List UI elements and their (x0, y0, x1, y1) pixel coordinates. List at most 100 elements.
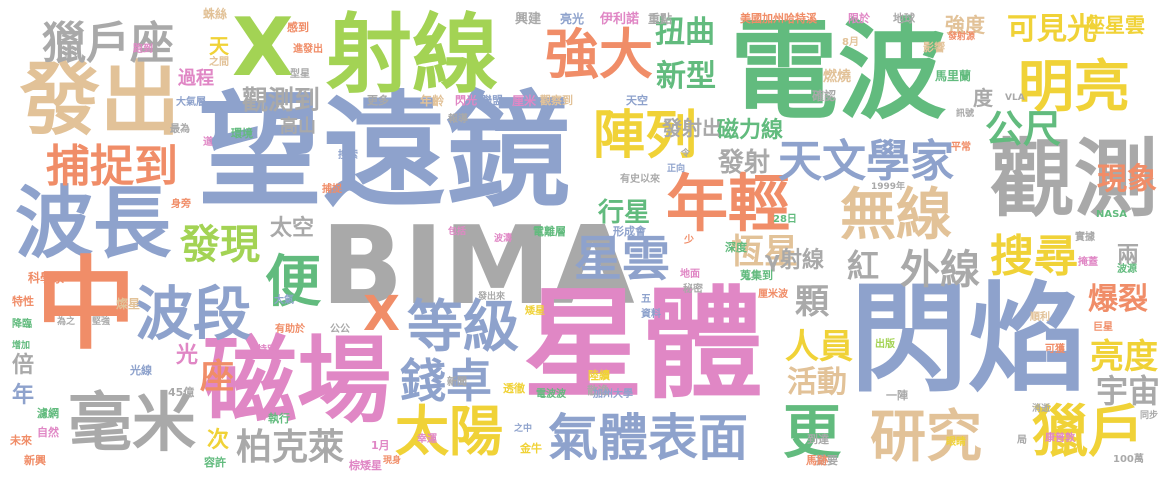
word: 掩蓋 (1078, 257, 1098, 268)
word: 發出來 (478, 292, 506, 302)
word: 電離層 (533, 225, 566, 238)
word: X (232, 1, 294, 94)
word: 人員 (785, 327, 853, 367)
word: 高山 (280, 116, 316, 137)
word: 特性 (12, 295, 34, 308)
word: 有史以來 (620, 174, 660, 185)
word: 可見光 (1007, 12, 1097, 47)
word: 發射源 (948, 32, 976, 42)
word: 特別 (257, 345, 277, 356)
word: 提要 (816, 454, 838, 467)
word: 更多 (367, 94, 389, 107)
word: 1999年 (871, 182, 906, 192)
word: 中 (36, 246, 136, 363)
word: 天文學家 (778, 136, 954, 187)
word: 年齡 (420, 94, 445, 108)
word: 燃燒 (823, 69, 851, 85)
word: 確認 (812, 89, 837, 103)
word: 100萬 (1113, 454, 1144, 465)
word: 之中 (514, 424, 533, 434)
word: 搜尋 (990, 231, 1078, 282)
word: 發出 (20, 53, 180, 146)
word: 型星 (290, 69, 310, 80)
word: 紅 (847, 247, 880, 285)
word: 波濤 (494, 234, 513, 244)
word: 射線 (326, 5, 498, 105)
word: 無線 (840, 183, 952, 248)
word: 執行 (268, 412, 290, 425)
word: 之間 (209, 57, 229, 68)
word: BIMA (321, 204, 635, 329)
word: 資料 (641, 309, 661, 320)
word: 大氣 (274, 295, 294, 306)
word: 眼睛 (946, 437, 966, 448)
word: 扭曲 (655, 15, 715, 50)
word: 天 (209, 34, 229, 58)
word: 聯盟 (481, 94, 503, 107)
word: 最為 (170, 124, 190, 135)
word: 消逝 (1032, 404, 1051, 414)
word: 發射出 (662, 116, 722, 140)
word: 影響 (923, 41, 945, 54)
word: 星體 (523, 276, 763, 415)
word: 行星 (598, 198, 651, 228)
word: 大氣層 (176, 97, 206, 108)
word: 座 (200, 357, 234, 397)
word: 容許 (204, 456, 226, 469)
word: 地面 (680, 269, 700, 280)
word: 馬里蘭 (935, 69, 972, 83)
word: 宇宙 (1096, 372, 1161, 410)
word: 同步 (1140, 411, 1159, 421)
word: 新聞 (447, 377, 467, 388)
word: 45億 (168, 386, 195, 399)
word: 新型 (656, 59, 716, 94)
word: 捕捉到 (46, 141, 178, 192)
word: 降臨 (12, 319, 32, 330)
word: 正向 (667, 164, 686, 174)
word: 太空 (270, 216, 315, 241)
word: 次 (207, 428, 230, 453)
word: 令 (681, 149, 691, 159)
word: 太陽 (395, 400, 503, 463)
word: 發射 (718, 148, 771, 178)
word: 便 (265, 250, 321, 315)
word: 金牛 (520, 442, 542, 455)
word: 身旁 (171, 199, 191, 210)
word: 興建 (515, 12, 542, 27)
word: 厘米波 (758, 289, 788, 300)
word: 順利 (1030, 312, 1050, 323)
word: 氣體表面 (548, 409, 748, 467)
word: 捕捉 (322, 184, 342, 195)
word: 獵戶 (1032, 400, 1144, 465)
word: 堅強 (92, 317, 111, 327)
word: 等級 (407, 295, 519, 360)
word: X (363, 286, 401, 342)
word: 年輕 (666, 167, 791, 240)
word: 未來 (10, 434, 32, 447)
word: 1月 (371, 439, 390, 452)
word: 棕矮星 (349, 459, 382, 472)
word: 波源 (1117, 264, 1137, 275)
word: 活動 (787, 365, 847, 400)
word: 錢卓 (400, 354, 492, 408)
word: 增加 (12, 341, 31, 351)
word: 恆星 (730, 232, 798, 272)
word: 磁場 (203, 327, 392, 436)
word: 陸續 (588, 369, 610, 382)
word: 望遠鏡 (198, 80, 571, 224)
word: 可獲 (1045, 344, 1065, 355)
word: 新興 (24, 454, 46, 467)
word: VLA (1005, 93, 1025, 103)
word: 亮度 (1090, 337, 1158, 377)
word: 強大 (545, 23, 653, 86)
word: 美國加州哈特溪 (740, 12, 817, 25)
word: 過程 (178, 68, 214, 89)
word: 閃光 (455, 94, 477, 107)
word: 蒐集到 (740, 269, 773, 282)
word: 道 (203, 137, 213, 148)
word: γ射線 (765, 248, 824, 273)
word: 座星雲 (1085, 13, 1145, 37)
word: 研究 (870, 405, 982, 470)
word: 秘密 (683, 284, 703, 295)
